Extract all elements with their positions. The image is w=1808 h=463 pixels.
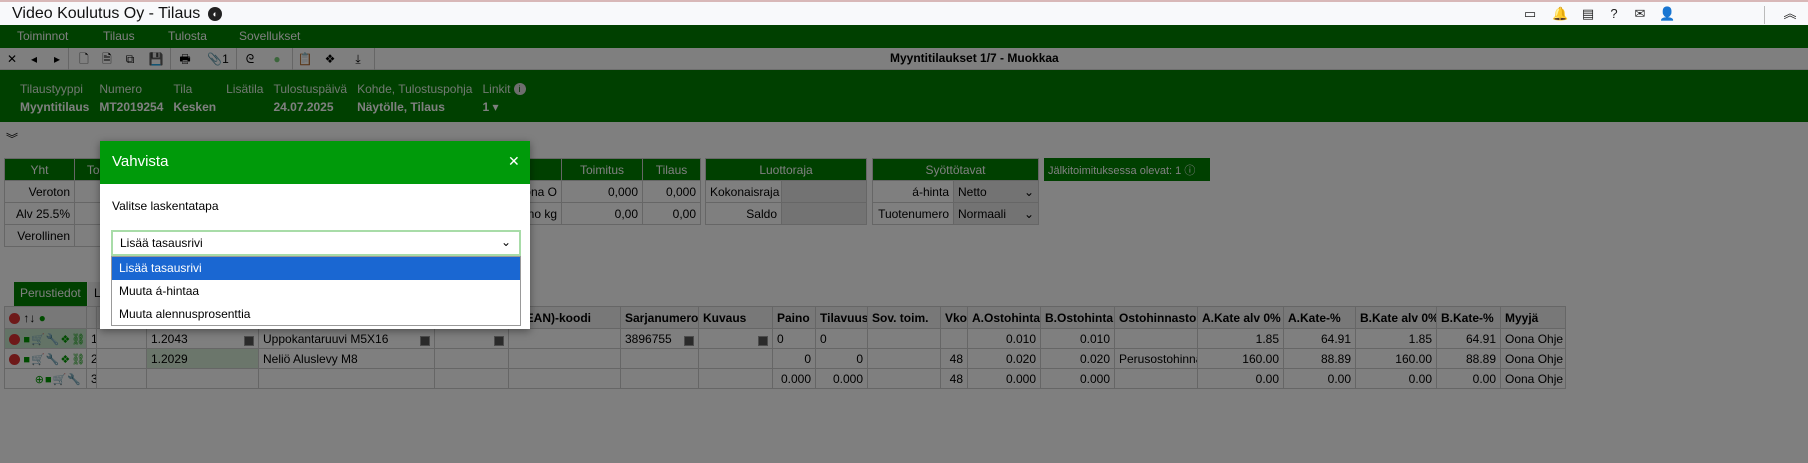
bell-icon[interactable]: 🔔 [1552, 6, 1569, 21]
user-icon[interactable]: 👤 [1659, 6, 1676, 21]
divider [1764, 6, 1765, 24]
dialog-title: Vahvista [112, 153, 169, 170]
chevron-double-up-icon[interactable]: ︽ [1783, 6, 1797, 21]
option-muuta-a-hintaa[interactable]: Muuta á-hintaa [119, 284, 200, 298]
mail-icon[interactable]: ✉ [1634, 6, 1646, 21]
app-title: Video Koulutus Oy - Tilaus [12, 5, 201, 22]
window-icon[interactable]: ▭ [1523, 6, 1537, 21]
chevron-down-icon: ⌄ [500, 235, 511, 249]
selected-value: Lisää tasausrivi [120, 236, 203, 250]
palette-icon[interactable]: ◐ [208, 7, 223, 21]
dropdown-list: Lisää tasausrivi Muuta á-hintaa Muuta al… [111, 256, 521, 326]
dialog-label: Valitse laskentatapa [112, 199, 219, 213]
close-icon[interactable]: ✕ [508, 153, 520, 169]
option-lisaa-tasausrivi[interactable]: Lisää tasausrivi [112, 257, 520, 280]
newspaper-icon[interactable]: ▤ [1581, 6, 1595, 21]
confirm-dialog: Vahvista ✕ Valitse laskentatapa Lisää ta… [100, 141, 530, 329]
dialog-header: Vahvista ✕ [100, 141, 530, 184]
help-icon[interactable]: ? [1610, 6, 1618, 21]
title-bar: Video Koulutus Oy - Tilaus ◐ ▭ 🔔 ▤ ? ✉ 👤… [0, 0, 1808, 25]
calculation-method-select[interactable]: Lisää tasausrivi ⌄ [111, 230, 521, 256]
app-title-group: Video Koulutus Oy - Tilaus ◐ [12, 5, 223, 23]
option-muuta-alennusprosenttia[interactable]: Muuta alennusprosenttia [119, 307, 251, 321]
